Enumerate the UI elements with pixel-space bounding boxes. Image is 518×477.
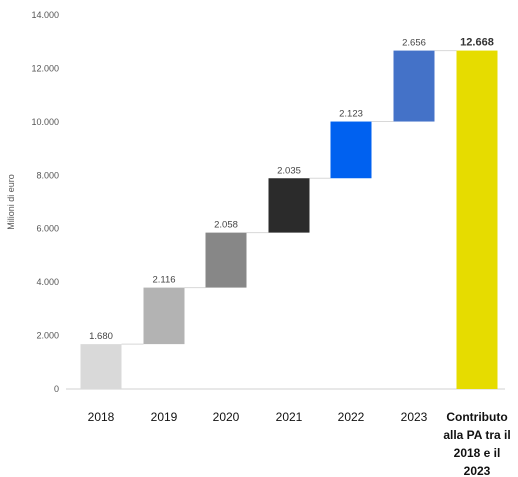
data-label: 2.058	[214, 220, 238, 231]
category-label: 2022	[338, 410, 365, 424]
y-tick-label: 0	[54, 384, 59, 394]
y-tick-label: 6.000	[36, 224, 59, 234]
data-label: 1.680	[89, 331, 113, 342]
category-label: 2023	[401, 410, 428, 424]
y-tick-label: 14.000	[31, 10, 59, 20]
data-label: 2.035	[277, 165, 301, 176]
data-label: 12.668	[460, 37, 494, 49]
bar	[81, 344, 122, 389]
category-label: alla PA tra il	[443, 428, 510, 442]
y-tick-label: 12.000	[31, 63, 59, 73]
data-label: 2.123	[339, 109, 363, 120]
y-tick-label: 8.000	[36, 170, 59, 180]
y-tick-label: 4.000	[36, 277, 59, 287]
category-label: 2018	[88, 410, 115, 424]
category-label: 2018 e il	[454, 446, 501, 460]
bar	[331, 122, 372, 179]
category-label: 2020	[213, 410, 240, 424]
data-label: 2.656	[402, 38, 426, 49]
bar	[269, 178, 310, 232]
bar	[457, 51, 498, 389]
bars	[81, 51, 498, 389]
y-axis-title: Milioni di euro	[6, 174, 16, 230]
y-tick-label: 2.000	[36, 331, 59, 341]
category-label: 2021	[276, 410, 303, 424]
data-label: 2.116	[152, 275, 175, 286]
x-axis: 2018 2019 2020 2021 2022 2023 Contributo alla P…	[88, 410, 511, 477]
bar	[144, 288, 185, 345]
bar	[206, 233, 247, 288]
category-label: 2019	[151, 410, 178, 424]
category-label: 2023	[464, 464, 491, 477]
y-tick-label: 10.000	[31, 117, 59, 127]
category-label: Contributo	[446, 410, 507, 424]
bar	[394, 51, 435, 122]
